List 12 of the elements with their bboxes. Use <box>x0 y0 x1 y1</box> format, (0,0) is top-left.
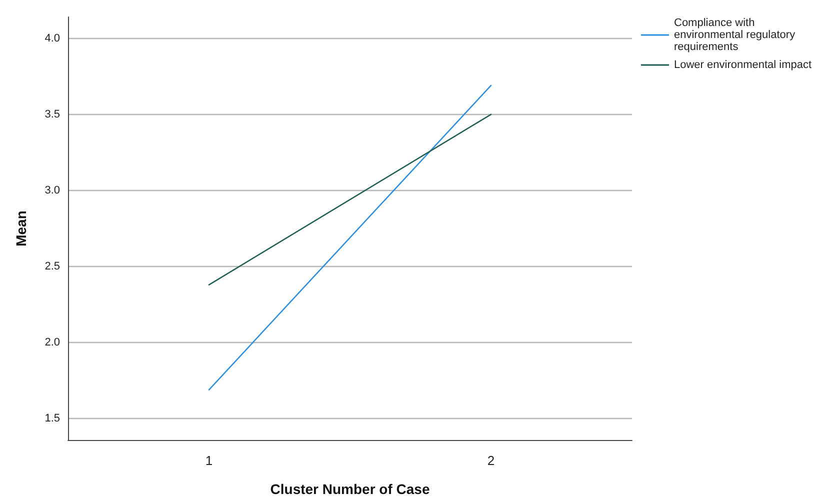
x-tick-label: 1 <box>205 453 213 468</box>
y-tick-label: 3.5 <box>44 108 60 120</box>
y-tick-label: 2.5 <box>44 260 60 273</box>
legend-label: Compliance with environmental regulatory requirements <box>674 17 798 53</box>
legend-label: Lower environmental impact <box>674 59 812 71</box>
x-tick-label: 2 <box>487 453 495 468</box>
y-tick-label: 4.0 <box>44 32 60 44</box>
y-tick-label: 3.0 <box>44 184 60 196</box>
y-axis-title: Mean <box>13 210 29 246</box>
y-tick-label: 2.0 <box>44 336 60 349</box>
y-tick-label: 1.5 <box>44 412 60 425</box>
x-axis-title: Cluster Number of Case <box>270 481 430 497</box>
